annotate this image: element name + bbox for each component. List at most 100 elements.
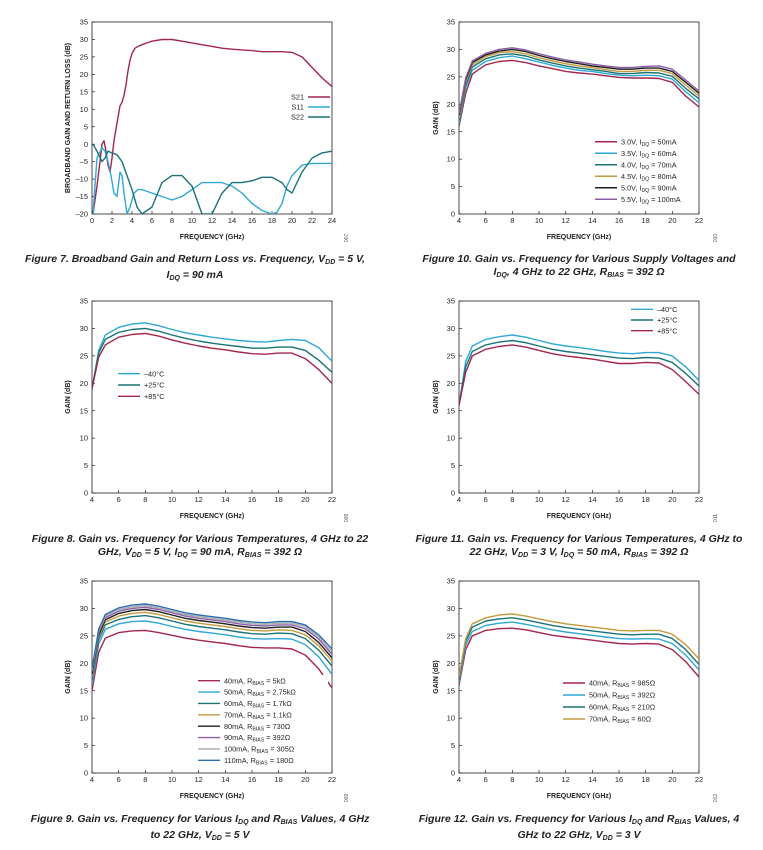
series-line [459,47,699,114]
figure-7-chart: 0 2 4 6 8 10 12 14 16 18 20 22 24–20–15–10–505101520… [65,18,350,243]
caption-part: DQ [496,272,507,279]
series-line [92,38,332,214]
x-tick-label: 10 [168,495,176,504]
legend-label: +25°C [657,316,678,325]
series-line [459,617,699,680]
figure-id: 009 [344,794,350,803]
y-tick-label: 15 [447,406,455,415]
caption-part: and R [248,813,281,825]
x-tick-label: 24 [328,216,336,225]
y-tick-label: 10 [80,434,88,443]
caption-part: BIAS [674,819,692,826]
caption-part: Figure 7. Broadband Gain and Return Loss… [25,253,326,265]
series-line [92,143,332,214]
x-tick-label: 14 [588,216,596,225]
y-tick-label: 5 [451,461,455,470]
caption-part: DQ [169,275,180,282]
legend-label: 70mA, RBIAS = 1.1kΩ [224,710,292,721]
y-tick-label: 30 [80,35,88,44]
figure-12-caption: Figure 12. Gain vs. Frequency for Variou… [413,813,745,845]
x-tick-label: 8 [510,495,514,504]
x-tick-label: 22 [695,775,703,784]
x-tick-label: 18 [641,216,649,225]
y-tick-label: 5 [84,461,88,470]
caption-part: = 5 V, I [166,253,365,281]
y-tick-label: 35 [447,297,455,306]
x-tick-label: 12 [208,216,216,225]
caption-part: Values, 4 GHz to 22 GHz, V [150,813,370,841]
y-tick-label: 10 [80,105,88,114]
y-tick-label: 15 [447,686,455,695]
y-tick-label: 5 [451,182,455,191]
x-tick-label: 18 [274,775,282,784]
y-axis-label: GAIN (dB) [433,101,440,134]
series-line [459,48,699,116]
y-tick-label: 10 [447,434,455,443]
series-line [459,53,699,121]
x-tick-label: 22 [328,775,336,784]
x-tick-label: 14 [228,216,236,225]
x-tick-label: 10 [168,775,176,784]
caption-part: = 90 mA, R [187,546,245,558]
y-tick-label: 0 [84,769,88,778]
series-line [459,339,699,406]
x-tick-label: 12 [194,775,202,784]
caption-part: DD [211,835,222,842]
figure-10-caption: Figure 10. Gain vs. Frequency for Variou… [413,253,745,282]
y-tick-label: 10 [447,714,455,723]
y-tick-label: 20 [447,379,455,388]
caption-part: Figure 11. Gain vs. Frequency for Variou… [415,533,743,558]
y-tick-label: 25 [80,53,88,62]
x-axis-label: FREQUENCY (GHz) [547,793,611,800]
x-tick-label: 22 [695,216,703,225]
caption-part: = 90 mA [179,269,224,281]
figure-id: 011 [713,514,719,522]
y-tick-label: 5 [451,741,455,750]
series-line [92,614,332,680]
caption-part: = 5 V, I [141,546,178,558]
series-line [92,327,332,389]
x-tick-label: 6 [484,495,488,504]
x-axis-label: FREQUENCY (GHz) [180,793,244,800]
y-tick-label: –10 [75,175,88,184]
caption-part: DD [602,835,613,842]
caption-part: , 4 GHz to 22 GHz, R [506,266,608,278]
caption-part: BIAS [244,552,262,559]
x-tick-label: 16 [615,216,623,225]
x-tick-label: 2 [110,216,114,225]
y-tick-label: 35 [447,18,455,27]
series-line [459,50,699,119]
x-tick-label: 20 [288,216,296,225]
figure-10-chart: 4 6 8 10 12 14 16 18 20 22 0 5 10 15 20 25 30 35 FREQUENCY… [433,18,719,243]
x-tick-label: 10 [535,495,543,504]
series-line [92,603,332,669]
caption-part: = 3 V, I [528,546,564,558]
x-tick-label: 4 [90,775,94,784]
series-line [459,55,699,124]
x-tick-label: 14 [221,775,229,784]
x-tick-label: 12 [561,495,569,504]
y-tick-label: 25 [447,72,455,81]
y-tick-label: 35 [80,18,88,27]
caption-part: = 3 V [612,829,641,841]
figure-id: 008 [344,514,350,523]
legend-label: 3.5V, IDQ = 60mA [621,149,677,160]
x-tick-label: 18 [641,775,649,784]
x-tick-label: 18 [641,495,649,504]
caption-part: Values, 4 GHz to 22 GHz, V [517,813,740,841]
figure-9-chart: 4 6 8 10 12 14 16 18 20 22 0 5 10 15 20 25 30 35 FREQUENCY… [65,577,350,803]
x-tick-label: 12 [561,775,569,784]
x-tick-label: 8 [510,216,514,225]
x-tick-label: 16 [248,216,256,225]
x-tick-label: 18 [274,495,282,504]
x-tick-label: 12 [194,495,202,504]
x-tick-label: 16 [248,495,256,504]
x-tick-label: 0 [90,216,94,225]
x-tick-label: 10 [535,775,543,784]
caption-part: Figure 8. Gain vs. Frequency for Various… [31,533,369,558]
x-tick-label: 8 [170,216,174,225]
series-line [459,627,699,686]
x-tick-label: 4 [130,216,134,225]
y-axis-label: GAIN (dB) [65,660,72,693]
y-tick-label: 20 [447,659,455,668]
